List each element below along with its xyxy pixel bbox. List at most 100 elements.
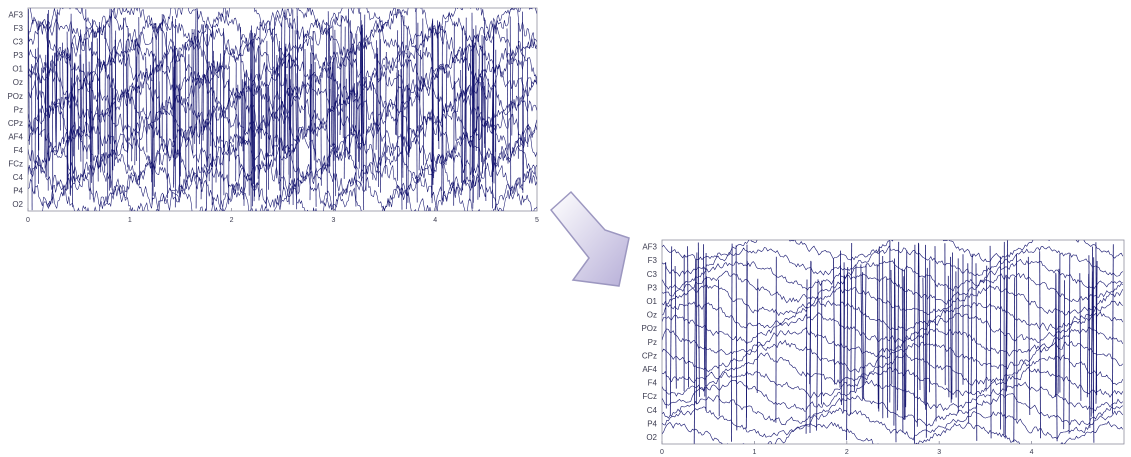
eeg-spike	[320, 79, 322, 186]
channel-label-p4: P4	[13, 187, 23, 196]
eeg-trace-o2	[42, 179, 537, 211]
eeg-spike	[55, 9, 58, 148]
eeg-spike	[354, 83, 356, 170]
eeg-spike	[697, 242, 700, 397]
eeg-spike	[235, 62, 237, 182]
eeg-trace-c3	[662, 258, 1123, 292]
eeg-spike	[886, 278, 889, 418]
eeg-spike	[248, 77, 250, 196]
eeg-traces	[662, 240, 1124, 444]
eeg-spike	[363, 14, 366, 134]
eeg-trace-af4	[28, 111, 537, 160]
eeg-spike	[431, 87, 434, 198]
eeg-spike	[431, 31, 434, 185]
eeg-spike	[348, 20, 351, 160]
eeg-spike	[333, 42, 336, 161]
x-tick-label: 5	[535, 217, 539, 224]
channel-label-o1: O1	[646, 297, 657, 306]
x-tick-label: 0	[660, 449, 664, 456]
eeg-spike	[326, 22, 328, 200]
eeg-raw-plot: AF3 F3 C3 P3 O1 Oz POz Pz CPz AF4 F4 FCz C4 P4 O2 0 1 2 3 4…	[7, 7, 539, 224]
eeg-spike	[864, 264, 867, 384]
eeg-spike	[358, 41, 361, 169]
eeg-spike	[37, 20, 40, 151]
eeg-spike	[69, 77, 72, 195]
eeg-spike	[934, 246, 937, 422]
eeg-trace-p3	[28, 33, 537, 80]
eeg-spike	[343, 26, 346, 179]
eeg-spike	[415, 10, 418, 203]
eeg-spike	[150, 64, 152, 183]
eeg-spike	[240, 26, 242, 147]
eeg-spike	[125, 41, 128, 153]
eeg-trace-poz	[662, 311, 1124, 345]
eeg-spike	[314, 61, 317, 207]
eeg-spike	[195, 10, 198, 209]
eeg-spike	[88, 61, 91, 140]
x-tick-label: 2	[845, 449, 849, 456]
eeg-spike	[509, 16, 512, 196]
eeg-spike	[284, 43, 287, 154]
eeg-spike	[905, 250, 908, 408]
channel-label-oz: Oz	[647, 311, 657, 320]
eeg-spike	[46, 13, 48, 177]
eeg-trace-c3	[28, 17, 537, 64]
eeg-spike	[1057, 268, 1060, 394]
eeg-spike	[970, 253, 973, 394]
channel-label-c4: C4	[13, 173, 24, 182]
eeg-trace-o1	[662, 284, 1124, 317]
eeg-spike	[244, 71, 247, 132]
eeg-spike	[495, 76, 497, 152]
eeg-spike	[904, 269, 906, 420]
eeg-spike	[746, 244, 748, 418]
eeg-spike	[1006, 240, 1008, 392]
eeg-spike	[62, 42, 64, 145]
eeg-spike	[487, 78, 489, 133]
eeg-spike	[669, 246, 673, 416]
eeg-spike	[395, 72, 398, 135]
eeg-spike	[283, 9, 286, 190]
eeg-spike	[179, 50, 181, 177]
eeg-spike	[166, 51, 168, 151]
eeg-spike	[695, 252, 698, 405]
channel-label-c3: C3	[647, 270, 658, 279]
eeg-trace-af4	[662, 352, 1124, 386]
eeg-spike	[237, 84, 240, 178]
channel-label-p3: P3	[647, 283, 657, 292]
eeg-spike	[1095, 242, 1098, 396]
eeg-spike	[73, 63, 75, 157]
eeg-trace-p4	[28, 166, 537, 211]
x-tick-label: 0	[26, 217, 30, 224]
eeg-spike	[222, 50, 225, 148]
channel-label-p3: P3	[13, 51, 23, 60]
eeg-spike	[975, 263, 978, 441]
eeg-spike	[951, 252, 953, 400]
eeg-spike	[155, 23, 158, 136]
eeg-spike	[379, 29, 381, 193]
eeg-trace-af3	[29, 8, 537, 37]
eeg-spike	[59, 60, 61, 131]
eeg-spike	[472, 44, 475, 209]
eeg-spike	[985, 265, 988, 392]
eeg-spike	[345, 78, 347, 158]
eeg-spike	[275, 54, 278, 142]
eeg-spike	[47, 20, 49, 191]
eeg-spike	[816, 279, 819, 431]
x-tick-label: 3	[331, 217, 335, 224]
eeg-spike	[294, 30, 297, 131]
eeg-spike	[484, 17, 487, 202]
channel-label-f3: F3	[14, 24, 24, 33]
eeg-spike	[172, 16, 174, 140]
eeg-spike	[1086, 273, 1090, 398]
channel-label-fcz: FCz	[642, 392, 657, 401]
eeg-spike	[251, 83, 253, 167]
eeg-spike	[876, 264, 879, 409]
eeg-spike	[309, 64, 312, 201]
eeg-spike	[111, 8, 114, 171]
eeg-spike	[860, 264, 863, 399]
eeg-spike	[377, 47, 379, 188]
eeg-trace-c4	[662, 393, 1123, 427]
eeg-trace-p4	[662, 406, 1124, 441]
eeg-spike	[77, 77, 80, 150]
eeg-spike	[362, 27, 365, 211]
